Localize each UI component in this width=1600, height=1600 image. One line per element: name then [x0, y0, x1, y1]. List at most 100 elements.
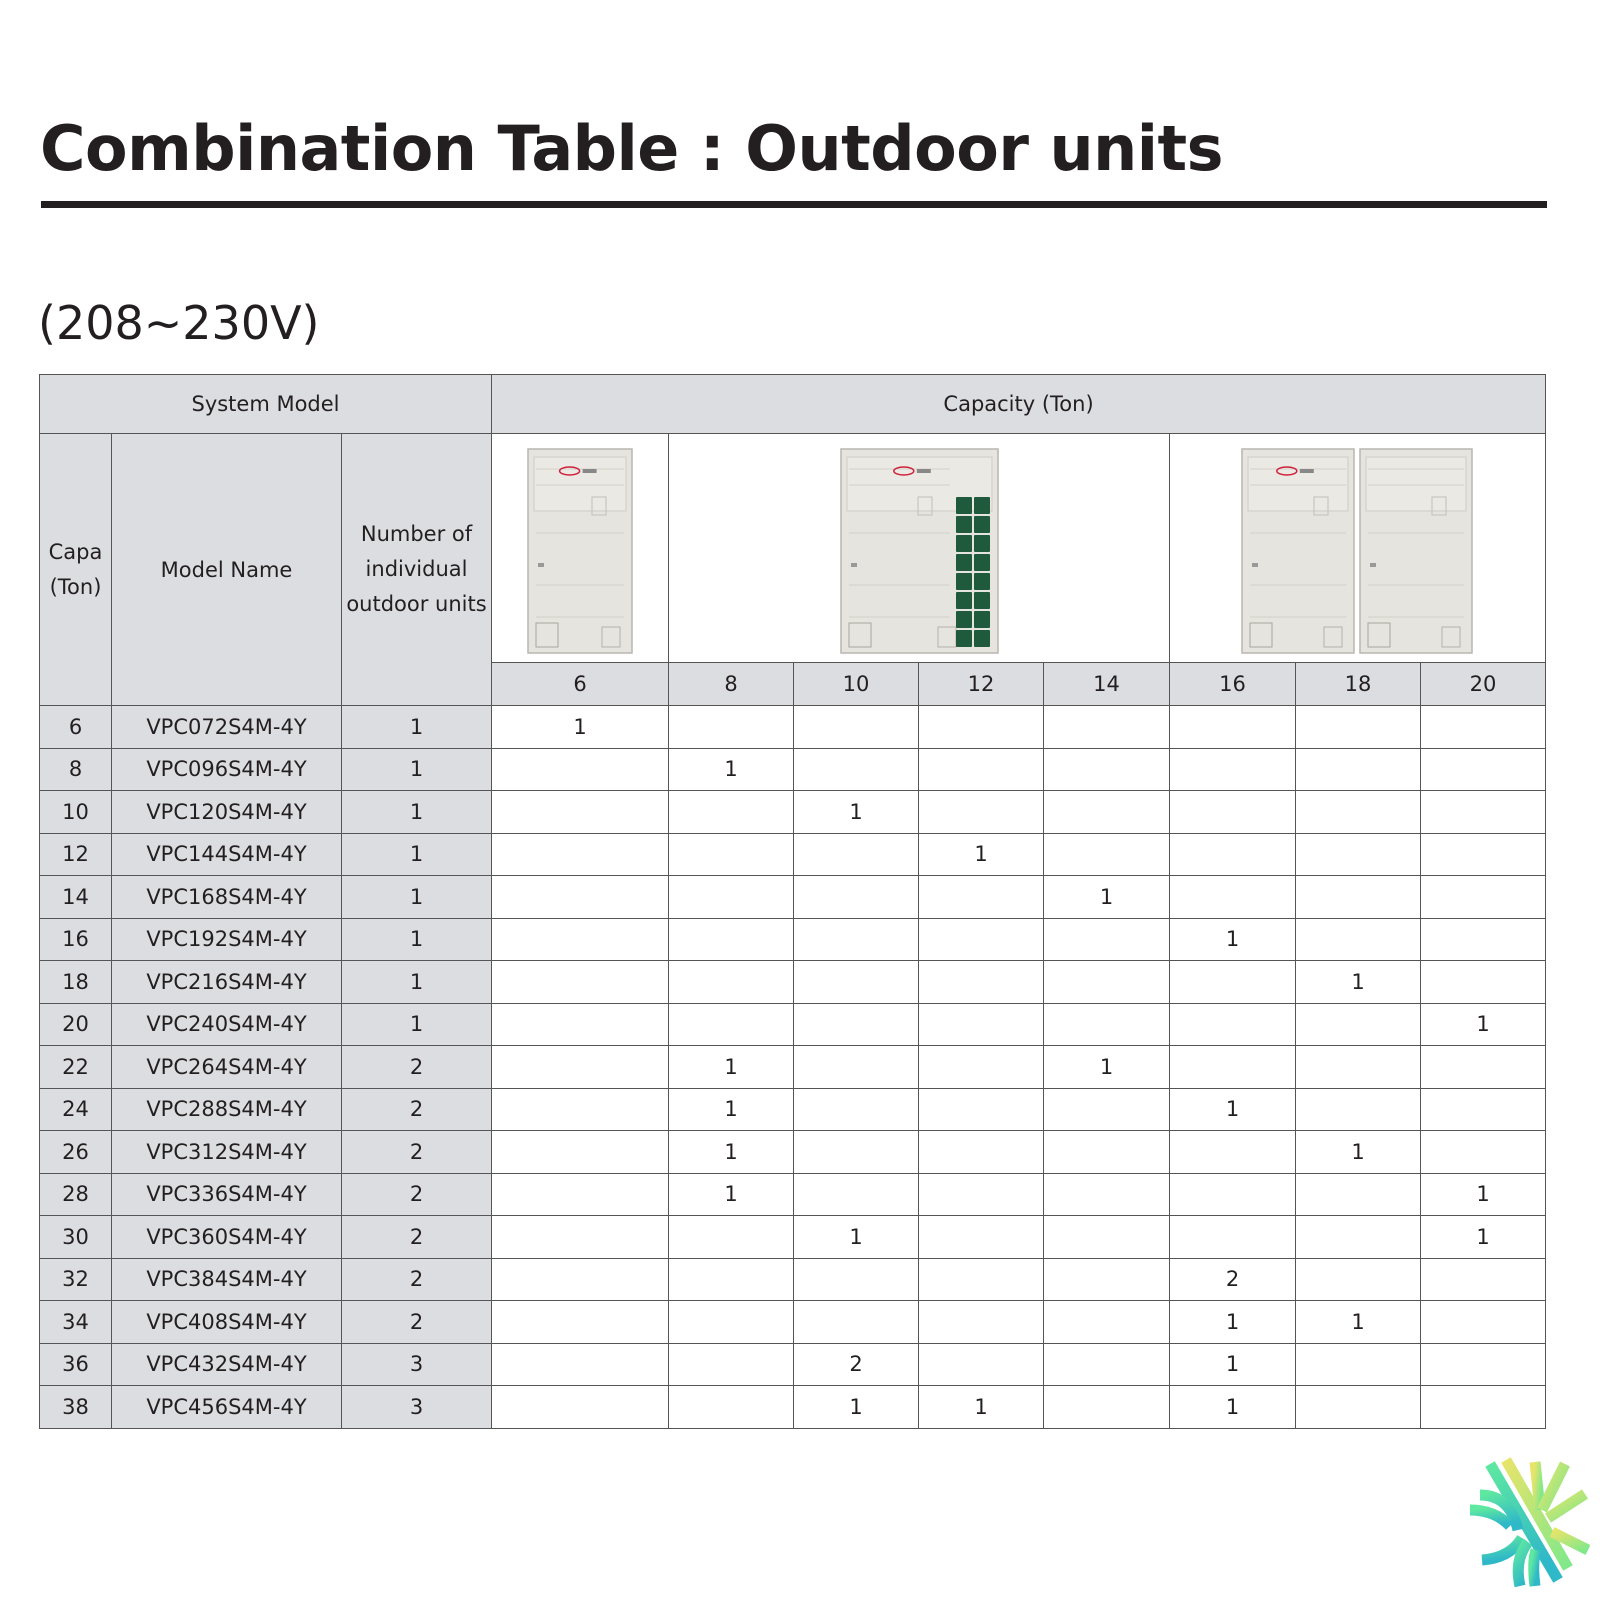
- unit-count-cell: 1: [340, 747, 493, 791]
- model-name-cell: VPC072S4M-4Y: [111, 705, 342, 749]
- capacity-col-16: 16: [1169, 662, 1297, 706]
- model-name-cell: VPC144S4M-4Y: [111, 832, 342, 876]
- quantity-cell: [491, 1087, 670, 1131]
- unit-image-single: [491, 433, 670, 663]
- outdoor-unit-dual-image: [1240, 448, 1473, 654]
- quantity-cell: [668, 1002, 795, 1046]
- model-name-cell: VPC432S4M-4Y: [111, 1342, 342, 1386]
- quantity-cell: 1: [1169, 1342, 1297, 1386]
- quantity-cell: [1169, 1130, 1297, 1174]
- quantity-cell: [668, 705, 795, 749]
- capa-cell: 38: [39, 1385, 112, 1429]
- quantity-cell: [1295, 875, 1422, 919]
- quantity-cell: [1043, 1087, 1171, 1131]
- model-name-cell: VPC192S4M-4Y: [111, 917, 342, 961]
- quantity-cell: [1169, 705, 1297, 749]
- quantity-cell: [918, 705, 1045, 749]
- model-name-cell: VPC168S4M-4Y: [111, 875, 342, 919]
- quantity-cell: [1169, 747, 1297, 791]
- outdoor-unit-single-image: [527, 448, 633, 654]
- quantity-cell: [668, 917, 795, 961]
- quantity-cell: [668, 1385, 795, 1429]
- table-row: 30 VPC360S4M-4Y 2 1 1: [39, 1215, 1547, 1259]
- unit-count-cell: 1: [340, 917, 493, 961]
- capa-cell: 14: [39, 875, 112, 919]
- quantity-cell: [1420, 747, 1547, 791]
- quantity-cell: [491, 1172, 670, 1216]
- quantity-cell: 1: [1420, 1172, 1547, 1216]
- quantity-cell: [793, 747, 920, 791]
- quantity-cell: [1295, 1215, 1422, 1259]
- quantity-cell: [1420, 832, 1547, 876]
- quantity-cell: 1: [918, 1385, 1045, 1429]
- quantity-cell: [491, 875, 670, 919]
- quantity-cell: 1: [1420, 1002, 1547, 1046]
- capa-cell: 6: [39, 705, 112, 749]
- quantity-cell: [793, 705, 920, 749]
- quantity-cell: [1295, 1002, 1422, 1046]
- quantity-cell: 1: [1043, 875, 1171, 919]
- quantity-cell: [1420, 1300, 1547, 1344]
- capa-cell: 16: [39, 917, 112, 961]
- capacity-col-18: 18: [1295, 662, 1422, 706]
- quantity-cell: [918, 917, 1045, 961]
- capa-cell: 30: [39, 1215, 112, 1259]
- capacity-col-8: 8: [668, 662, 795, 706]
- model-name-cell: VPC264S4M-4Y: [111, 1045, 342, 1089]
- quantity-cell: [1043, 705, 1171, 749]
- quantity-cell: [1043, 1002, 1171, 1046]
- quantity-cell: [1043, 1257, 1171, 1301]
- model-name-cell: VPC360S4M-4Y: [111, 1215, 342, 1259]
- quantity-cell: [491, 960, 670, 1004]
- page-title: Combination Table : Outdoor units: [40, 112, 1224, 185]
- capa-cell: 32: [39, 1257, 112, 1301]
- quantity-cell: [918, 1342, 1045, 1386]
- capa-cell: 10: [39, 790, 112, 834]
- quantity-cell: [1295, 1087, 1422, 1131]
- quantity-cell: [1420, 960, 1547, 1004]
- quantity-cell: [793, 1257, 920, 1301]
- capa-cell: 36: [39, 1342, 112, 1386]
- quantity-cell: [1043, 917, 1171, 961]
- quantity-cell: [491, 1385, 670, 1429]
- table-row: 26 VPC312S4M-4Y 2 1 1: [39, 1130, 1547, 1174]
- model-name-header: Model Name: [111, 433, 342, 706]
- model-name-cell: VPC288S4M-4Y: [111, 1087, 342, 1131]
- quantity-cell: 1: [1420, 1215, 1547, 1259]
- quantity-cell: [1420, 790, 1547, 834]
- quantity-cell: 1: [668, 1172, 795, 1216]
- capa-cell: 24: [39, 1087, 112, 1131]
- quantity-cell: [668, 1342, 795, 1386]
- unit-image-dual: [1169, 433, 1547, 663]
- quantity-cell: [1169, 1172, 1297, 1216]
- unit-count-cell: 2: [340, 1045, 493, 1089]
- combination-table: System Model Capacity (Ton) Capa (Ton) M…: [38, 374, 1547, 1429]
- quantity-cell: [668, 960, 795, 1004]
- table-row: 14 VPC168S4M-4Y 1 1: [39, 875, 1547, 919]
- outdoor-unit-grille-image: [839, 448, 999, 654]
- capacity-col-6: 6: [491, 662, 670, 706]
- quantity-cell: [1169, 875, 1297, 919]
- capa-cell: 22: [39, 1045, 112, 1089]
- quantity-cell: [1169, 790, 1297, 834]
- quantity-cell: [793, 960, 920, 1004]
- quantity-cell: 1: [1169, 917, 1297, 961]
- capa-cell: 34: [39, 1300, 112, 1344]
- quantity-cell: [491, 790, 670, 834]
- quantity-cell: 1: [668, 1087, 795, 1131]
- quantity-cell: [918, 1045, 1045, 1089]
- quantity-cell: [918, 1172, 1045, 1216]
- unit-count-cell: 2: [340, 1087, 493, 1131]
- quantity-cell: [1043, 1342, 1171, 1386]
- quantity-cell: 1: [1043, 1045, 1171, 1089]
- quantity-cell: 1: [793, 790, 920, 834]
- quantity-cell: 1: [1295, 1300, 1422, 1344]
- quantity-cell: [491, 1045, 670, 1089]
- quantity-cell: [1420, 705, 1547, 749]
- quantity-cell: [1420, 875, 1547, 919]
- quantity-cell: [918, 790, 1045, 834]
- quantity-cell: [668, 790, 795, 834]
- model-name-cell: VPC408S4M-4Y: [111, 1300, 342, 1344]
- model-name-cell: VPC240S4M-4Y: [111, 1002, 342, 1046]
- quantity-cell: [918, 1257, 1045, 1301]
